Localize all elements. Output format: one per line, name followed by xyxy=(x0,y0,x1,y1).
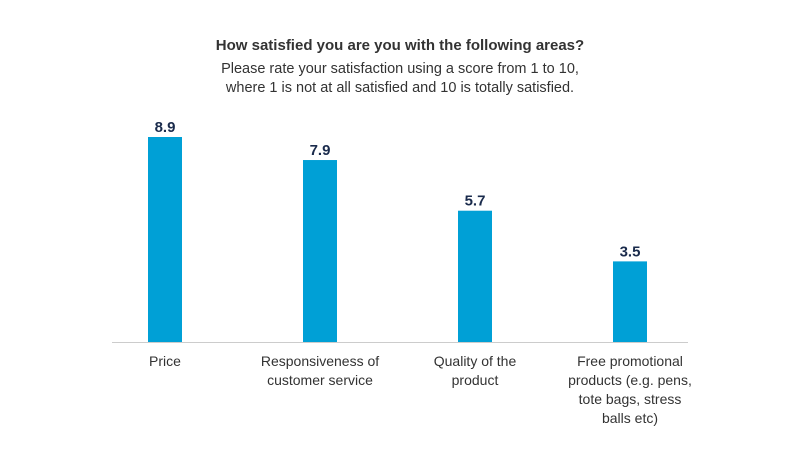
x-tick-label-1-line-1: Price xyxy=(149,353,181,369)
x-tick-label-2-line-1: Responsiveness of xyxy=(261,353,379,369)
x-tick-label-1: Price xyxy=(149,353,181,369)
chart-subtitle: Please rate your satisfaction using a sc… xyxy=(0,60,800,98)
x-tick-label-4-line-1: Free promotional xyxy=(577,353,683,369)
bar-3 xyxy=(458,210,492,342)
chart-title: How satisfied you are you with the follo… xyxy=(215,37,585,54)
bar-4 xyxy=(613,261,647,342)
chart-subtitle-line-2: where 1 is not at all satisfied and 10 i… xyxy=(225,80,575,96)
bar-1 xyxy=(148,137,182,342)
x-tick-label-2: Responsiveness of customer service xyxy=(261,353,379,388)
x-tick-label-4: Free promotional products (e.g. pens, tote… xyxy=(568,353,692,426)
x-tick-label-3-line-1: Quality of the xyxy=(434,353,517,369)
x-tick-label-4-line-3: tote bags, stress xyxy=(579,391,682,407)
x-tick-label-4-line-4: balls etc) xyxy=(602,410,658,426)
bar-2 xyxy=(303,160,337,342)
data-label-3: 5.7 xyxy=(465,193,486,210)
chart-subtitle-line-1: Please rate your satisfaction using a sc… xyxy=(221,61,579,77)
data-label-4: 3.5 xyxy=(620,243,641,260)
data-label-1: 8.9 xyxy=(155,119,176,136)
x-tick-label-4-line-2: products (e.g. pens, xyxy=(568,372,692,388)
x-tick-label-3-line-2: product xyxy=(452,372,499,388)
data-label-2: 7.9 xyxy=(310,142,331,159)
x-tick-label-3: Quality of the product xyxy=(434,353,517,388)
x-tick-label-2-line-2: customer service xyxy=(267,372,373,388)
